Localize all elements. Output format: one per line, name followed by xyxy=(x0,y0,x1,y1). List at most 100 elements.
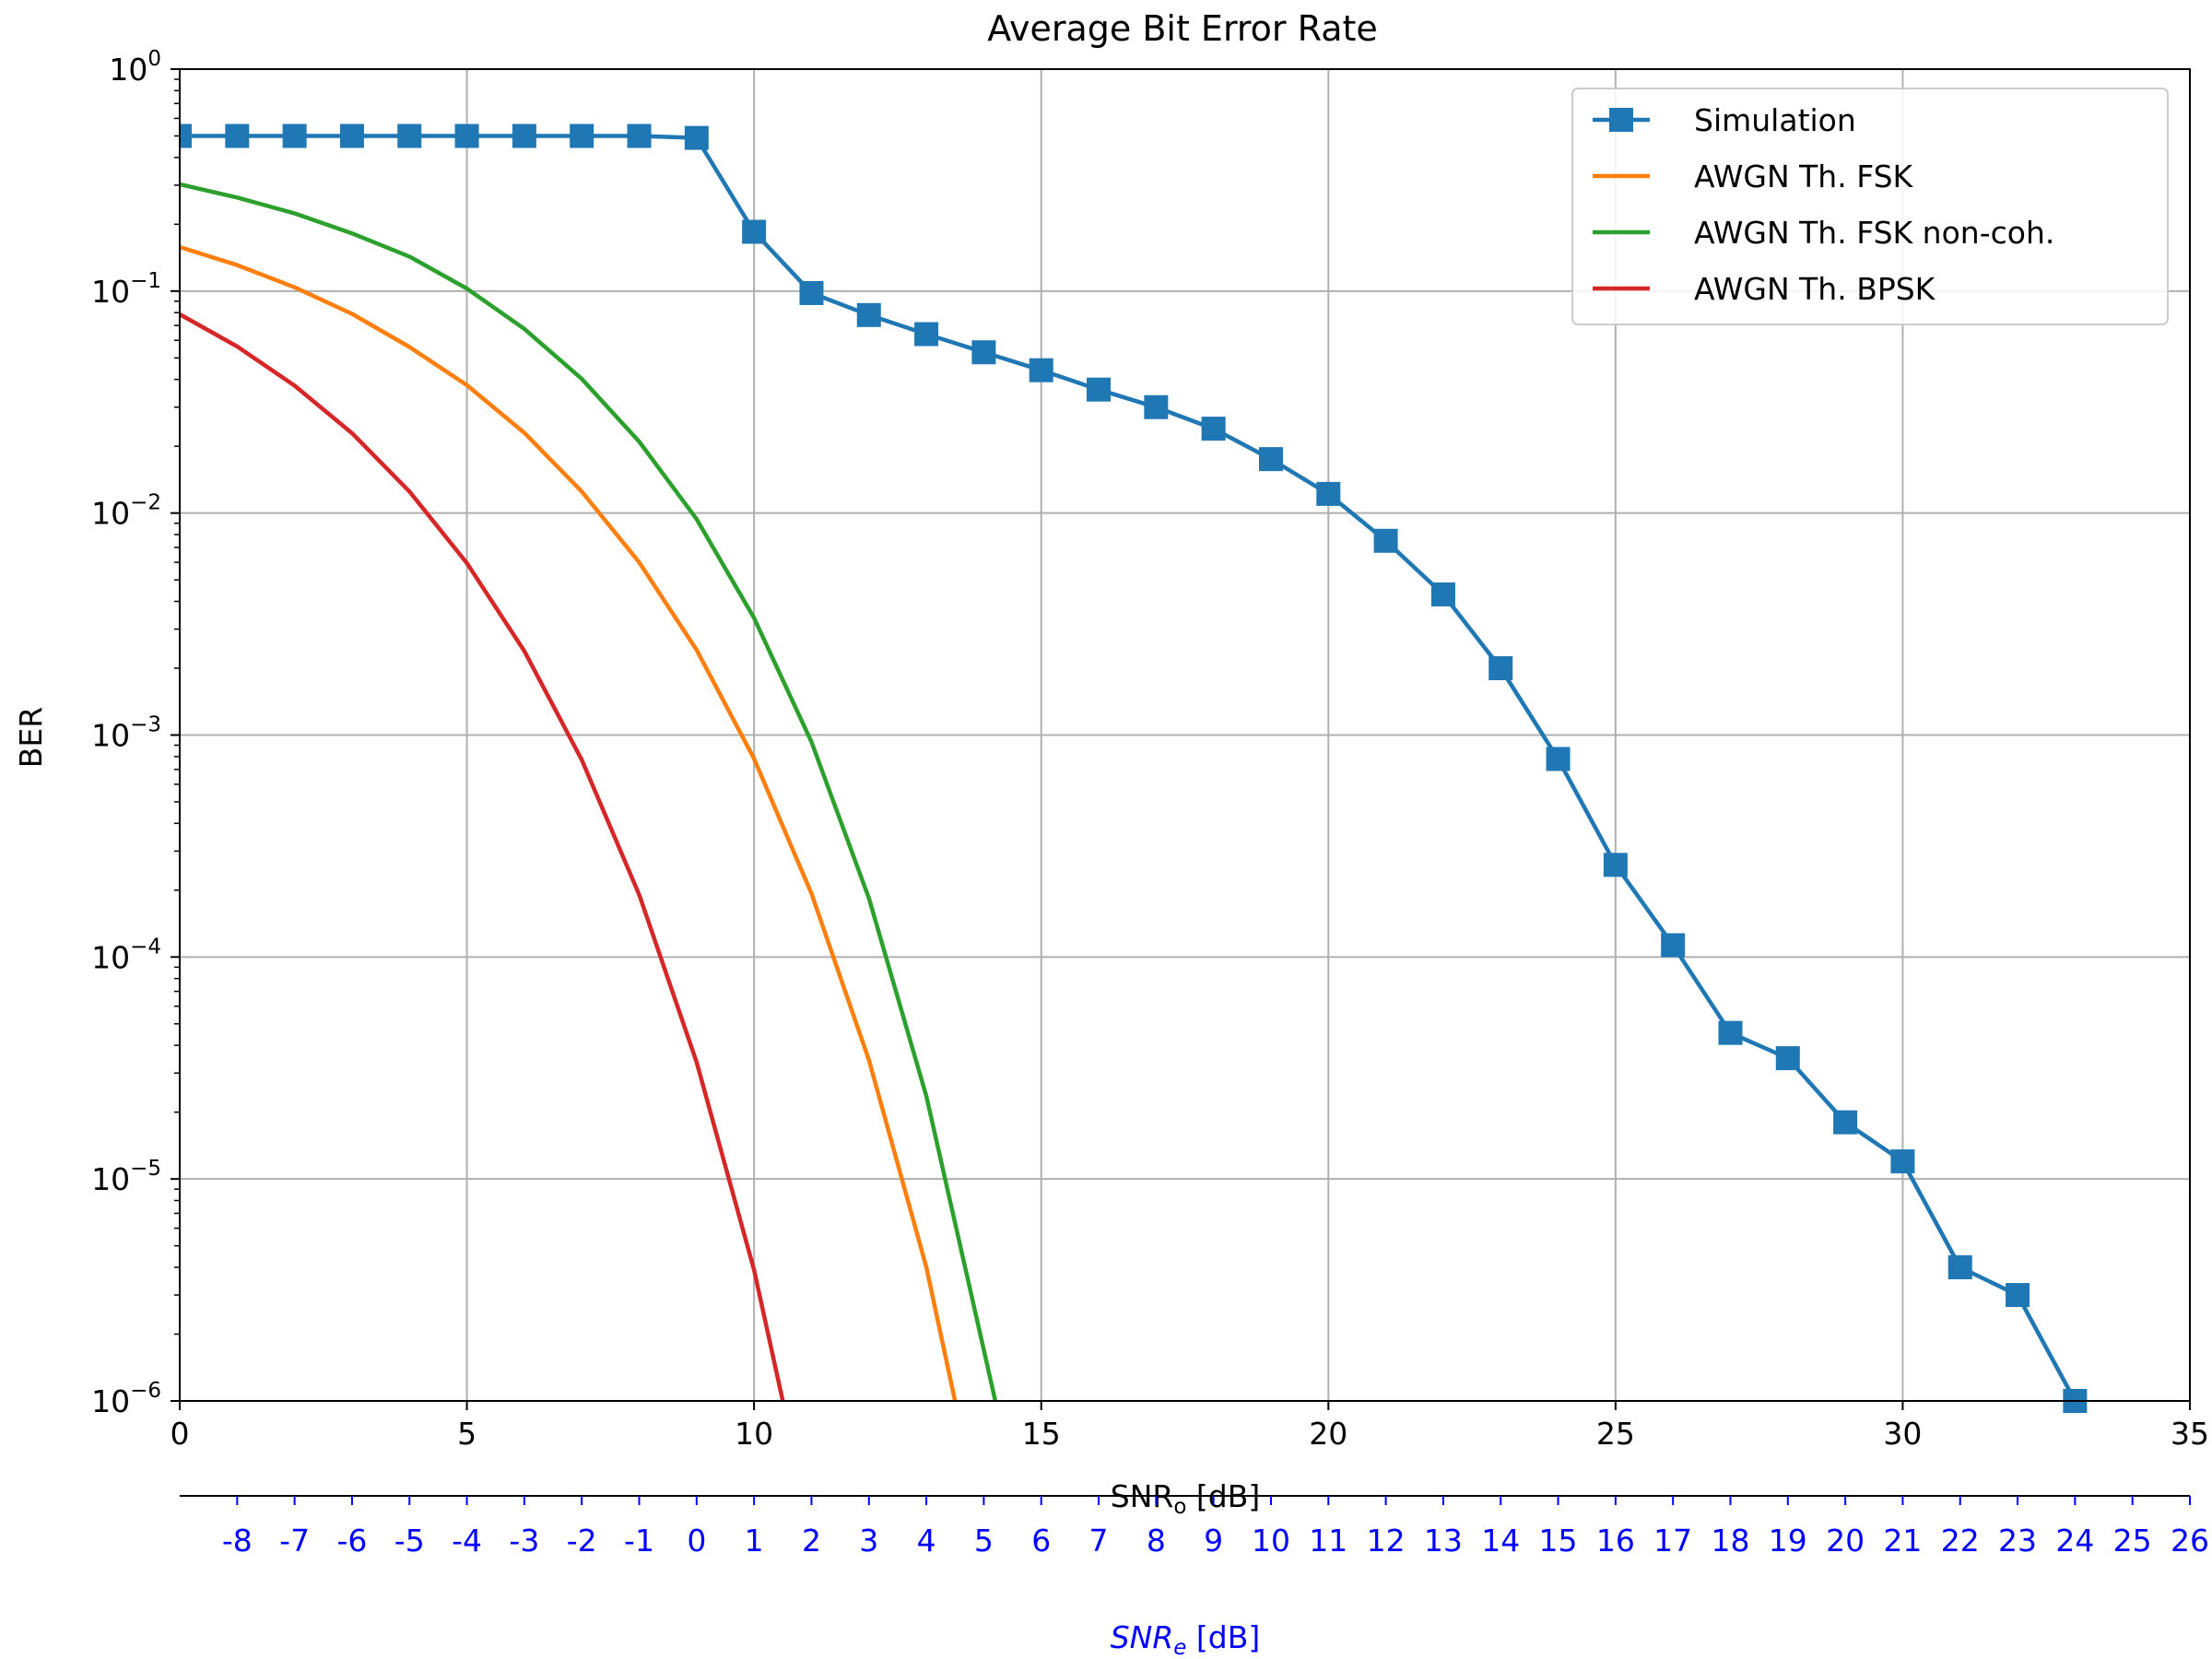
data-point-simulation xyxy=(1718,1020,1743,1045)
x-tick-label: 5 xyxy=(457,1416,477,1452)
y-tick-exponent: −1 xyxy=(130,269,161,293)
x-tick-label: 0 xyxy=(171,1416,190,1452)
data-point-simulation xyxy=(1890,1149,1915,1174)
x-tick-label: 10 xyxy=(735,1416,773,1452)
y-tick-exponent: −2 xyxy=(130,491,161,515)
data-point-simulation xyxy=(684,125,709,150)
data-point-simulation xyxy=(627,124,652,148)
data-point-simulation xyxy=(856,302,881,327)
secondary-x-tick-label: 3 xyxy=(859,1523,878,1559)
data-point-simulation xyxy=(397,124,422,148)
secondary-x-tick-label: 0 xyxy=(687,1523,706,1559)
secondary-x-tick-label: 21 xyxy=(1883,1523,1922,1559)
data-point-simulation xyxy=(339,124,364,148)
secondary-x-axis-label-main: SNR xyxy=(1111,1619,1174,1655)
x-axis-label-sub: o xyxy=(1173,1495,1186,1519)
y-tick-exponent: −3 xyxy=(130,713,161,737)
secondary-x-tick-label: 25 xyxy=(2113,1523,2152,1559)
data-point-simulation xyxy=(282,124,307,148)
y-tick-base: 10 xyxy=(91,274,130,310)
x-tick-label: 20 xyxy=(1309,1416,1347,1452)
data-point-simulation xyxy=(1430,582,1455,606)
y-tick-base: 10 xyxy=(109,52,147,88)
data-point-simulation xyxy=(1087,377,1112,402)
legend-box xyxy=(1571,88,2169,325)
y-tick-base: 10 xyxy=(91,1161,130,1197)
x-axis: 0 5 10 15 20 25 30 35 xyxy=(171,1401,2209,1452)
y-tick-label: 10−5 xyxy=(91,1157,161,1197)
secondary-x-tick-label: 23 xyxy=(1998,1523,2037,1559)
secondary-x-tick-label: 20 xyxy=(1826,1523,1865,1559)
data-point-simulation xyxy=(570,124,594,148)
y-tick-base: 10 xyxy=(91,939,130,975)
legend: Simulation AWGN Th. FSK AWGN Th. FSK non-c… xyxy=(1571,88,2169,325)
secondary-x-tick-label: 1 xyxy=(745,1523,764,1559)
secondary-x-tick-label: -6 xyxy=(336,1523,367,1559)
data-point-simulation xyxy=(1258,447,1283,472)
y-tick-base: 10 xyxy=(91,718,130,754)
secondary-x-tick-label: -5 xyxy=(394,1523,425,1559)
secondary-x-tick-label: -7 xyxy=(279,1523,310,1559)
secondary-x-tick-label: -4 xyxy=(452,1523,482,1559)
legend-label-awgn-th-bpsk: AWGN Th. BPSK xyxy=(1694,271,1936,307)
y-tick-label: 10−2 xyxy=(91,491,161,532)
series-line-awgn-th-fsk xyxy=(180,244,958,1402)
secondary-x-tick-label: 26 xyxy=(2171,1523,2209,1559)
y-tick-label: 10−4 xyxy=(91,935,161,975)
data-point-simulation xyxy=(742,219,767,244)
data-point-simulation xyxy=(1661,933,1686,958)
secondary-x-tick-label: 12 xyxy=(1367,1523,1406,1559)
secondary-x-tick-label: 6 xyxy=(1031,1523,1051,1559)
secondary-x-tick-label: 10 xyxy=(1252,1523,1290,1559)
secondary-x-tick-label: 19 xyxy=(1769,1523,1807,1559)
x-tick-label: 30 xyxy=(1883,1416,1922,1452)
y-tick-exponent: −4 xyxy=(130,935,161,959)
data-point-simulation xyxy=(914,322,939,347)
secondary-x-tick-label: -2 xyxy=(567,1523,597,1559)
y-tick-exponent: −5 xyxy=(130,1157,161,1181)
series-line-awgn-th-bpsk xyxy=(180,312,785,1402)
secondary-x-tick-label: -3 xyxy=(509,1523,539,1559)
chart-title: Average Bit Error Rate xyxy=(987,8,1378,49)
data-point-simulation xyxy=(971,340,996,365)
secondary-x-tick-label: 18 xyxy=(1711,1523,1749,1559)
secondary-x-tick-label: 5 xyxy=(974,1523,994,1559)
data-point-simulation xyxy=(225,124,250,148)
data-point-simulation xyxy=(512,124,536,148)
y-tick-label: 100 xyxy=(109,47,161,88)
secondary-x-tick-label: 11 xyxy=(1309,1523,1347,1559)
data-point-simulation xyxy=(180,124,192,148)
x-tick-label: 35 xyxy=(2171,1416,2209,1452)
data-point-simulation xyxy=(1488,656,1513,681)
secondary-x-tick-label: -1 xyxy=(624,1523,654,1559)
data-point-simulation xyxy=(1144,394,1169,419)
series-layer xyxy=(180,124,2088,1413)
legend-label-awgn-th-fsk-non-coh: AWGN Th. FSK non-coh. xyxy=(1694,215,2054,251)
secondary-x-tick-label: 14 xyxy=(1481,1523,1520,1559)
y-tick-label: 10−1 xyxy=(91,269,161,310)
legend-marker-simulation xyxy=(1609,108,1633,132)
secondary-x-tick-label: 2 xyxy=(802,1523,821,1559)
y-tick-base: 10 xyxy=(91,496,130,532)
y-tick-label: 10−3 xyxy=(91,713,161,754)
legend-label-awgn-th-fsk: AWGN Th. FSK xyxy=(1694,159,1914,194)
x-tick-label: 15 xyxy=(1022,1416,1061,1452)
secondary-x-tick-label: 4 xyxy=(917,1523,936,1559)
secondary-x-axis: -8 -7 -6 -5 -4 -3 -2 -1 0 1 2 3 4 5 6 7 8 9 10 11 12 13 14 15 16… xyxy=(222,1496,2209,1559)
secondary-x-tick-label: 13 xyxy=(1424,1523,1463,1559)
series-line-awgn-th-fsk-non-coh xyxy=(180,182,998,1402)
data-point-simulation xyxy=(1947,1255,1972,1280)
secondary-x-tick-label: 15 xyxy=(1539,1523,1578,1559)
secondary-x-axis-label-sub: e xyxy=(1173,1636,1186,1659)
secondary-x-tick-label: 16 xyxy=(1596,1523,1635,1559)
data-point-simulation xyxy=(1316,481,1341,506)
secondary-x-tick-label: -8 xyxy=(222,1523,253,1559)
y-axis-label: BER xyxy=(13,707,49,768)
y-tick-label: 10−6 xyxy=(91,1379,161,1419)
secondary-x-tick-label: 8 xyxy=(1147,1523,1166,1559)
data-point-simulation xyxy=(2006,1283,2030,1308)
secondary-x-tick-label: 9 xyxy=(1204,1523,1223,1559)
x-tick-label: 25 xyxy=(1596,1416,1635,1452)
secondary-x-axis-label: SNRe [dB] xyxy=(1111,1619,1261,1659)
